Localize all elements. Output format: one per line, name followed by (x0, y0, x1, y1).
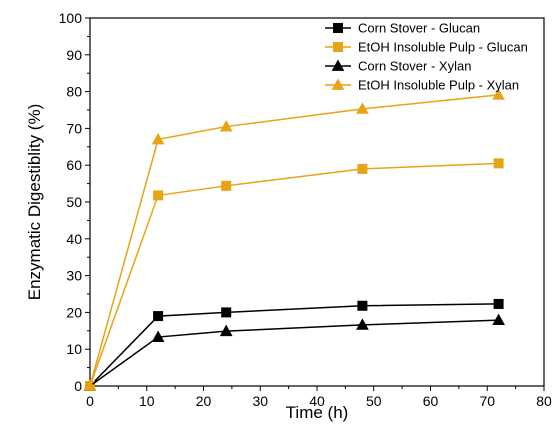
legend-label: Corn Stover - Xylan (358, 59, 471, 74)
legend-swatch-marker (333, 42, 343, 52)
data-point (221, 180, 232, 191)
y-tick-label: 60 (66, 157, 82, 173)
series-2 (85, 158, 504, 391)
y-tick-label: 80 (66, 84, 82, 100)
x-tick-label: 20 (196, 393, 212, 409)
x-tick-label: 50 (366, 393, 382, 409)
legend-item: EtOH Insoluble Pulp - Glucan (325, 40, 528, 55)
legend-item: Corn Stover - Glucan (325, 21, 480, 36)
data-point (356, 102, 369, 114)
data-point (219, 120, 233, 132)
y-tick-label: 10 (66, 341, 82, 357)
series-line (89, 319, 499, 387)
series-line (89, 303, 499, 387)
y-tick-label: 20 (66, 304, 82, 320)
x-tick-label: 80 (536, 393, 552, 409)
y-tick-label: 0 (74, 378, 82, 394)
series-3 (83, 313, 505, 391)
data-point (83, 379, 97, 391)
data-point (151, 132, 165, 145)
x-tick-label: 30 (252, 393, 268, 409)
y-tick-label: 50 (66, 194, 82, 210)
y-tick-label: 30 (66, 268, 82, 284)
legend-swatch-marker (331, 59, 345, 71)
series-4 (83, 88, 505, 391)
series-layer (83, 88, 505, 391)
y-tick-label: 70 (66, 120, 82, 136)
data-point (357, 163, 368, 174)
y-axis-title: Enzymatic Digestiblity (%) (25, 104, 44, 301)
data-point (221, 307, 232, 318)
data-point (356, 318, 369, 330)
legend: Corn Stover - Glucan EtOH Insoluble Pulp … (325, 21, 528, 93)
legend-item: EtOH Insoluble Pulp - Xylan (325, 78, 519, 93)
data-point (492, 88, 505, 100)
legend-label: EtOH Insoluble Pulp - Xylan (358, 78, 519, 93)
data-point (151, 330, 165, 342)
x-tick-label: 0 (86, 393, 94, 409)
series-line (89, 162, 499, 387)
axes: 0 10 20 30 40 50 60 70 80 0 10 20 30 40 50 60 70 80 90 100 (59, 10, 552, 409)
legend-swatch-marker (331, 78, 345, 90)
data-point (153, 311, 164, 322)
data-point (357, 300, 368, 311)
legend-swatch-marker (333, 23, 343, 33)
legend-label: EtOH Insoluble Pulp - Glucan (358, 40, 528, 55)
data-point (493, 298, 504, 309)
y-tick-label: 40 (66, 231, 82, 247)
y-tick-label: 90 (66, 47, 82, 63)
x-axis-title: Time (h) (286, 403, 349, 422)
x-tick-label: 70 (479, 393, 495, 409)
x-tick-label: 60 (423, 393, 439, 409)
legend-label: Corn Stover - Glucan (358, 21, 480, 36)
x-tick-label: 10 (139, 393, 155, 409)
x-tick-label: 40 (309, 393, 325, 409)
data-point (153, 190, 164, 201)
y-tick-label: 100 (59, 10, 83, 26)
data-point (219, 324, 233, 337)
data-point (492, 313, 505, 326)
data-point (493, 158, 504, 169)
legend-item: Corn Stover - Xylan (325, 59, 471, 74)
